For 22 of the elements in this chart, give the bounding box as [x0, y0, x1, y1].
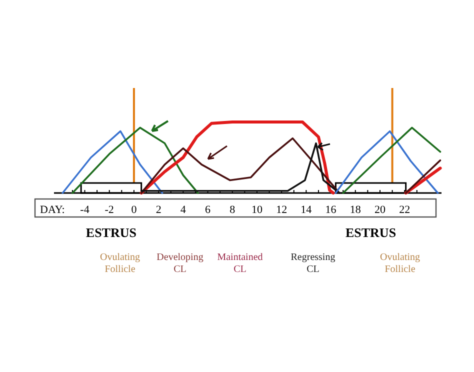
x-tick-label: 22 [399, 204, 410, 216]
x-axis-title: DAY: [40, 204, 65, 216]
x-tick-label: 4 [180, 204, 186, 216]
x-tick-label: 0 [131, 204, 138, 216]
text: Maintained CL [217, 252, 263, 275]
x-tick-label: 6 [205, 204, 212, 216]
x-tick-label: -2 [104, 204, 114, 216]
x-tick-label: 2 [156, 204, 162, 216]
text: Developing CL [156, 252, 204, 275]
band-label: ESTRUS [86, 225, 136, 240]
x-tick-label: 10 [251, 204, 263, 216]
x-tick-label: 16 [325, 204, 337, 216]
text: Regressing CL [290, 252, 336, 275]
x-tick-label: 12 [276, 204, 288, 216]
x-tick-label: -4 [80, 204, 90, 216]
text: Ovulating Follicle [100, 252, 140, 275]
x-tick-label: 8 [230, 204, 236, 216]
x-tick-label: 20 [374, 204, 386, 216]
band-label: ESTRUS [345, 225, 396, 240]
text: Ovulating Follicle [380, 252, 420, 275]
x-tick-label: 14 [300, 204, 312, 216]
x-tick-label: 18 [350, 204, 362, 216]
